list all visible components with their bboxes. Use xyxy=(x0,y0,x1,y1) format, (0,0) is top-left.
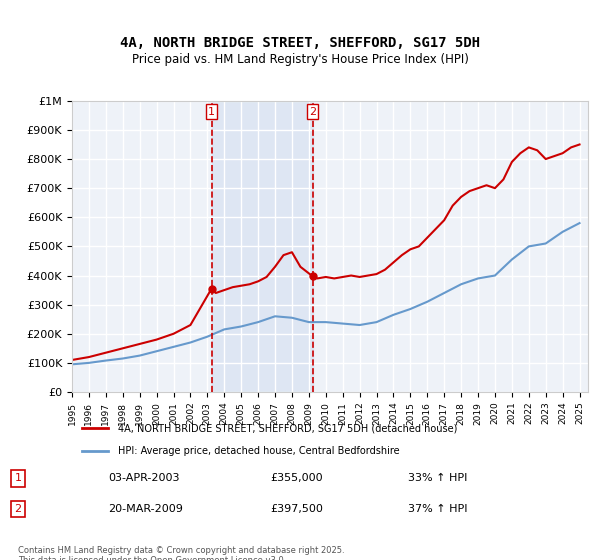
Text: Contains HM Land Registry data © Crown copyright and database right 2025.
This d: Contains HM Land Registry data © Crown c… xyxy=(18,546,344,560)
Bar xyxy=(212,101,313,392)
Text: HPI: Average price, detached house, Central Bedfordshire: HPI: Average price, detached house, Cent… xyxy=(118,446,400,456)
Text: 2: 2 xyxy=(14,504,22,514)
Text: 2: 2 xyxy=(309,106,316,116)
Text: 37% ↑ HPI: 37% ↑ HPI xyxy=(408,504,467,514)
Text: 4A, NORTH BRIDGE STREET, SHEFFORD, SG17 5DH (detached house): 4A, NORTH BRIDGE STREET, SHEFFORD, SG17 … xyxy=(118,423,458,433)
Text: 4A, NORTH BRIDGE STREET, SHEFFORD, SG17 5DH: 4A, NORTH BRIDGE STREET, SHEFFORD, SG17 … xyxy=(120,36,480,50)
Text: 1: 1 xyxy=(208,106,215,116)
Text: 03-APR-2003: 03-APR-2003 xyxy=(108,473,179,483)
Text: 20-MAR-2009: 20-MAR-2009 xyxy=(108,504,183,514)
Text: £355,000: £355,000 xyxy=(270,473,323,483)
Text: Price paid vs. HM Land Registry's House Price Index (HPI): Price paid vs. HM Land Registry's House … xyxy=(131,53,469,66)
Text: £397,500: £397,500 xyxy=(270,504,323,514)
Text: 33% ↑ HPI: 33% ↑ HPI xyxy=(408,473,467,483)
Text: 1: 1 xyxy=(14,473,22,483)
